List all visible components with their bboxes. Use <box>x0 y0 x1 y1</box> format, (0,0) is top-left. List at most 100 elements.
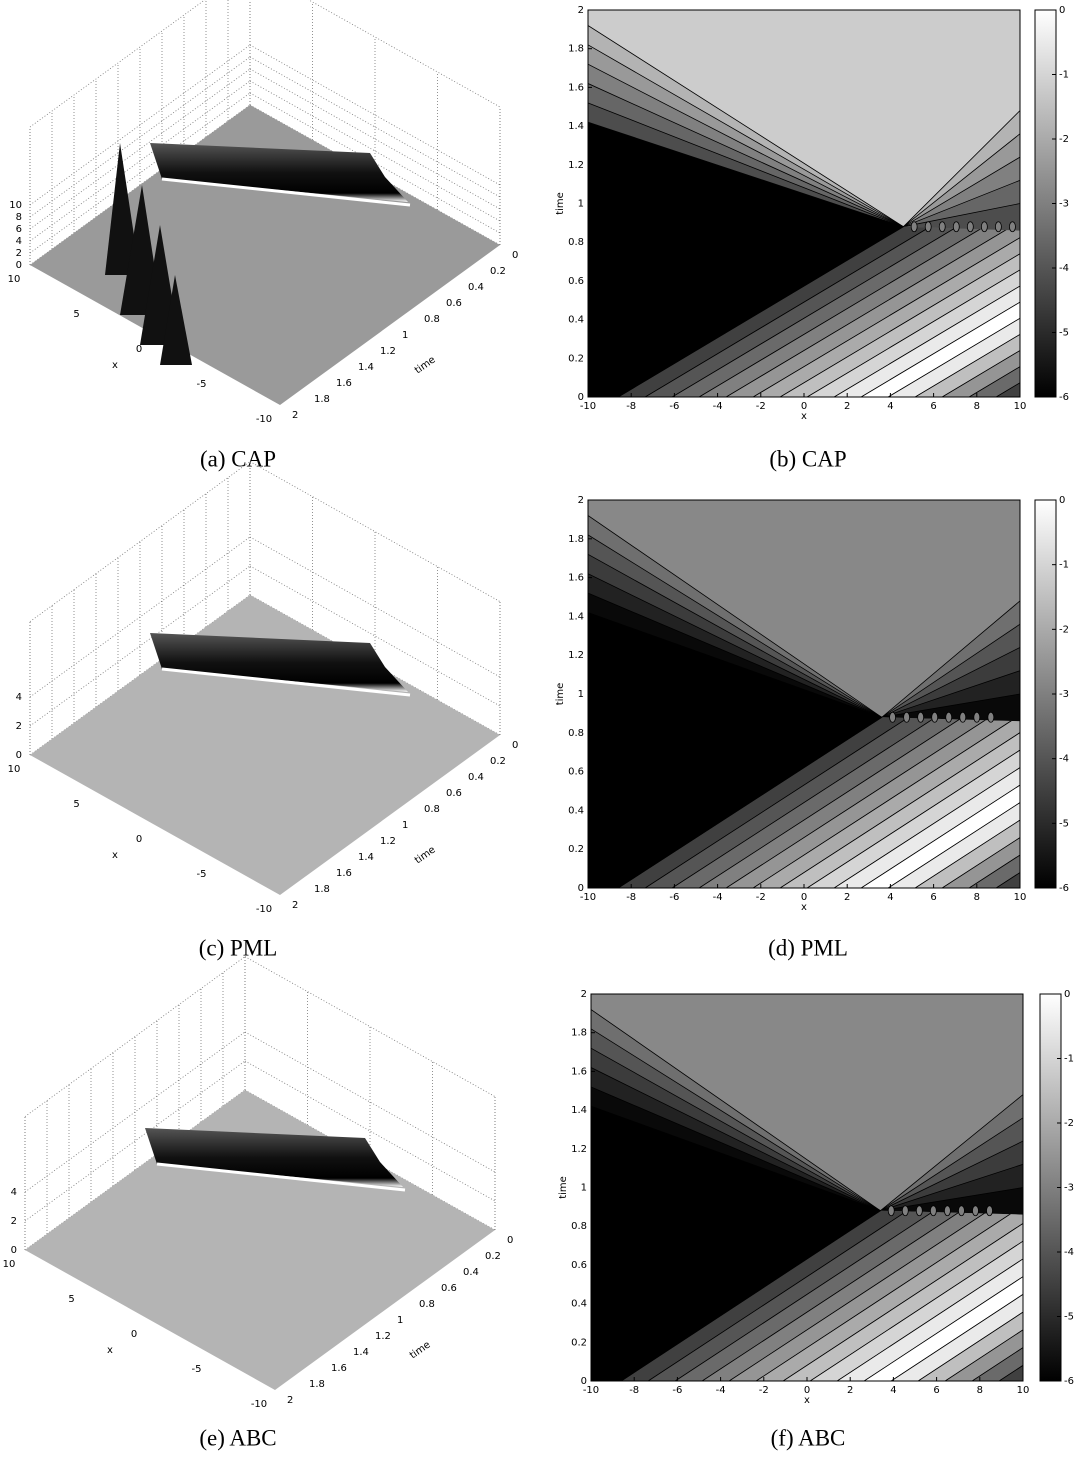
x-tick-label: -6 <box>669 892 679 903</box>
y-tick-label: 0.4 <box>463 1267 479 1278</box>
colorbar-tick-label: -5 <box>1064 1312 1074 1323</box>
y-tick-label: 0 <box>581 1376 587 1387</box>
colorbar-tick-label: -1 <box>1059 560 1069 571</box>
z-tick-label: 4 <box>16 692 22 703</box>
y-tick-label: 1 <box>581 1183 587 1194</box>
x-tick-label: 8 <box>974 401 980 412</box>
contour-blob <box>932 712 938 722</box>
y-tick-label: 0 <box>512 740 518 751</box>
y-tick-label: 0.6 <box>446 788 462 799</box>
colorbar-tick-label: -4 <box>1064 1247 1074 1258</box>
y-tick-label: 1.4 <box>353 1347 369 1358</box>
caption: (d) PML <box>768 935 848 960</box>
contour-plot <box>588 468 1080 888</box>
y-tick-label: 0.2 <box>490 756 506 767</box>
x-axis-label: x <box>107 1345 113 1356</box>
colorbar-tick-label: 0 <box>1059 495 1065 506</box>
contour-blob <box>958 1206 964 1216</box>
z-tick-label: 6 <box>16 224 22 235</box>
contour-blob <box>987 1206 993 1216</box>
x-axis-label: x <box>112 360 118 371</box>
y-tick-label: 0.2 <box>485 1251 501 1262</box>
colorbar-tick-label: -1 <box>1059 70 1069 81</box>
y-tick-label: 1.6 <box>568 82 584 93</box>
x-tick-label: 10 <box>1017 1385 1030 1396</box>
x-tick-label: -5 <box>192 1364 202 1375</box>
y-tick-label: 1.4 <box>358 852 374 863</box>
y-tick-label: 0.8 <box>424 804 440 815</box>
y-tick-label: 0.4 <box>571 1299 587 1310</box>
y-tick-label: 0.8 <box>571 1221 587 1232</box>
colorbar-tick-label: -1 <box>1064 1054 1074 1065</box>
y-axis-label: time <box>413 354 438 376</box>
y-tick-label: 1.4 <box>358 362 374 373</box>
x-tick-label: -5 <box>197 379 207 390</box>
x-axis-label: x <box>801 902 807 913</box>
z-tick-label: 0 <box>16 260 22 271</box>
z-tick-label: 10 <box>9 200 22 211</box>
y-tick-label: 1.4 <box>571 1105 587 1116</box>
x-tick-label: 4 <box>887 401 893 412</box>
y-tick-label: 1 <box>578 689 584 700</box>
x-tick-label: 10 <box>3 1259 16 1270</box>
y-tick-label: 1.6 <box>331 1363 347 1374</box>
y-tick-label: 1.2 <box>568 650 584 661</box>
contour-blob <box>974 712 980 722</box>
y-tick-label: 1.2 <box>380 346 396 357</box>
colorbar-tick-label: -3 <box>1059 199 1069 210</box>
y-tick-label: 1.8 <box>314 394 330 405</box>
y-tick-label: 0 <box>512 250 518 261</box>
y-tick-label: 2 <box>578 495 584 506</box>
x-tick-label: -4 <box>713 892 723 903</box>
z-tick-label: 2 <box>11 1216 17 1227</box>
x-tick-label: 4 <box>890 1385 896 1396</box>
y-tick-label: 2 <box>287 1395 293 1406</box>
contour-blob <box>930 1206 936 1216</box>
y-tick-label: 1 <box>402 820 408 831</box>
figure: 1050-5-1000.20.40.60.811.21.41.61.820246… <box>0 0 1080 1463</box>
y-tick-label: 0.6 <box>571 1260 587 1271</box>
y-tick-label: 1.4 <box>568 121 584 132</box>
box-edge <box>25 957 245 1117</box>
caption: (b) CAP <box>769 446 846 471</box>
z-tick-label: 2 <box>16 721 22 732</box>
y-tick-label: 0.2 <box>568 353 584 364</box>
y-axis-label: time <box>413 844 438 866</box>
y-tick-label: 1.6 <box>568 573 584 584</box>
y-tick-label: 0.2 <box>571 1337 587 1348</box>
colorbar-tick-label: -2 <box>1059 134 1069 145</box>
contour-blob <box>967 222 973 232</box>
contour-blob <box>995 222 1001 232</box>
y-tick-label: 0.2 <box>568 844 584 855</box>
y-tick-label: 0.4 <box>568 315 584 326</box>
y-tick-label: 1.2 <box>375 1331 391 1342</box>
y-axis-label: time <box>558 1176 569 1199</box>
y-tick-label: 0.4 <box>468 282 484 293</box>
x-tick-label: -2 <box>756 892 766 903</box>
colorbar-tick-label: -4 <box>1059 754 1069 765</box>
x-tick-label: -4 <box>716 1385 726 1396</box>
x-tick-label: -6 <box>672 1385 682 1396</box>
z-tick-label: 0 <box>16 750 22 761</box>
caption: (e) ABC <box>199 1425 276 1450</box>
x-tick-label: 2 <box>847 1385 853 1396</box>
z-tick-label: 2 <box>16 248 22 259</box>
x-tick-label: 8 <box>977 1385 983 1396</box>
y-axis-label: time <box>408 1339 433 1361</box>
y-tick-label: 0.2 <box>490 266 506 277</box>
contour-blob <box>911 222 917 232</box>
y-tick-label: 1.2 <box>571 1144 587 1155</box>
y-tick-label: 0.6 <box>446 298 462 309</box>
x-tick-label: -10 <box>256 414 272 425</box>
y-tick-label: 1 <box>397 1315 403 1326</box>
x-tick-label: 0 <box>136 344 142 355</box>
y-tick-label: 1.6 <box>571 1066 587 1077</box>
y-tick-label: 2 <box>292 900 298 911</box>
x-tick-label: -4 <box>713 401 723 412</box>
contour-blob <box>946 712 952 722</box>
x-tick-label: 10 <box>8 764 21 775</box>
x-tick-label: 2 <box>844 401 850 412</box>
contour-blob <box>988 712 994 722</box>
colorbar-tick-label: -3 <box>1059 689 1069 700</box>
x-tick-label: -10 <box>256 904 272 915</box>
